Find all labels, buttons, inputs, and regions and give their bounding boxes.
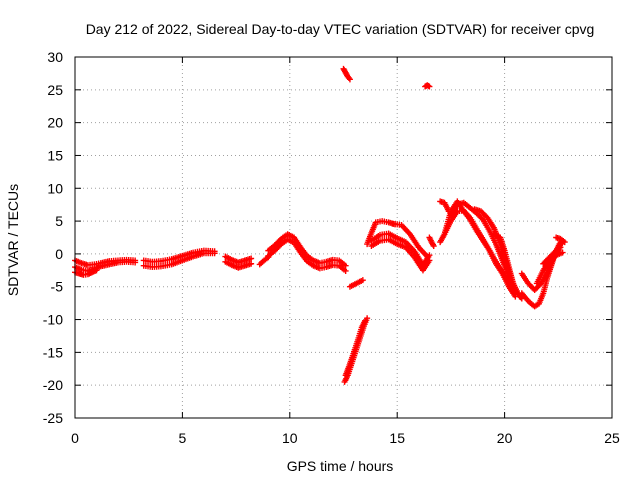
plot-frame <box>74 56 613 419</box>
y-tick-label: 10 <box>47 180 63 196</box>
data-point <box>93 267 100 274</box>
data-point <box>359 277 366 284</box>
y-tick-label: -5 <box>51 279 64 295</box>
y-tick-label: -20 <box>43 377 63 393</box>
y-tick-label: 15 <box>47 147 63 163</box>
data-point <box>445 208 452 215</box>
data-point <box>248 260 255 267</box>
chart-title: Day 212 of 2022, Sidereal Day-to-day VTE… <box>86 21 595 37</box>
x-tick-label: 10 <box>282 430 298 446</box>
y-tick-label: -10 <box>43 312 63 328</box>
y-tick-label: 30 <box>47 49 63 65</box>
data-series-sdtvar <box>72 65 568 385</box>
x-tick-label: 15 <box>389 430 405 446</box>
y-tick-label: -25 <box>43 410 63 426</box>
y-tick-label: 25 <box>47 82 63 98</box>
y-tick-label: -15 <box>43 344 63 360</box>
x-axis: 0 5 10 15 20 25 <box>71 57 620 446</box>
x-tick-label: 25 <box>604 430 620 446</box>
data-point <box>346 76 353 83</box>
data-point <box>361 317 368 324</box>
y-tick-label: 20 <box>47 115 63 131</box>
y-tick-label: 0 <box>55 246 63 262</box>
y-axis: -25 -20 -15 -10 -5 0 5 10 15 20 25 30 <box>43 49 612 426</box>
data-point <box>132 257 139 264</box>
data-point <box>559 249 566 256</box>
y-tick-label: 5 <box>55 213 63 229</box>
data-point <box>426 83 433 90</box>
y-axis-label: SDTVAR / TECUs <box>5 184 21 296</box>
x-tick-label: 0 <box>71 430 79 446</box>
data-point <box>430 243 437 250</box>
data-point <box>342 262 349 269</box>
data-point <box>424 253 431 260</box>
x-tick-label: 5 <box>179 430 187 446</box>
data-point <box>211 248 218 255</box>
data-point <box>342 267 349 274</box>
data-point <box>248 255 255 262</box>
grid <box>75 57 612 418</box>
x-axis-label: GPS time / hours <box>287 458 394 474</box>
data-point <box>561 239 568 246</box>
x-tick-label: 20 <box>497 430 513 446</box>
